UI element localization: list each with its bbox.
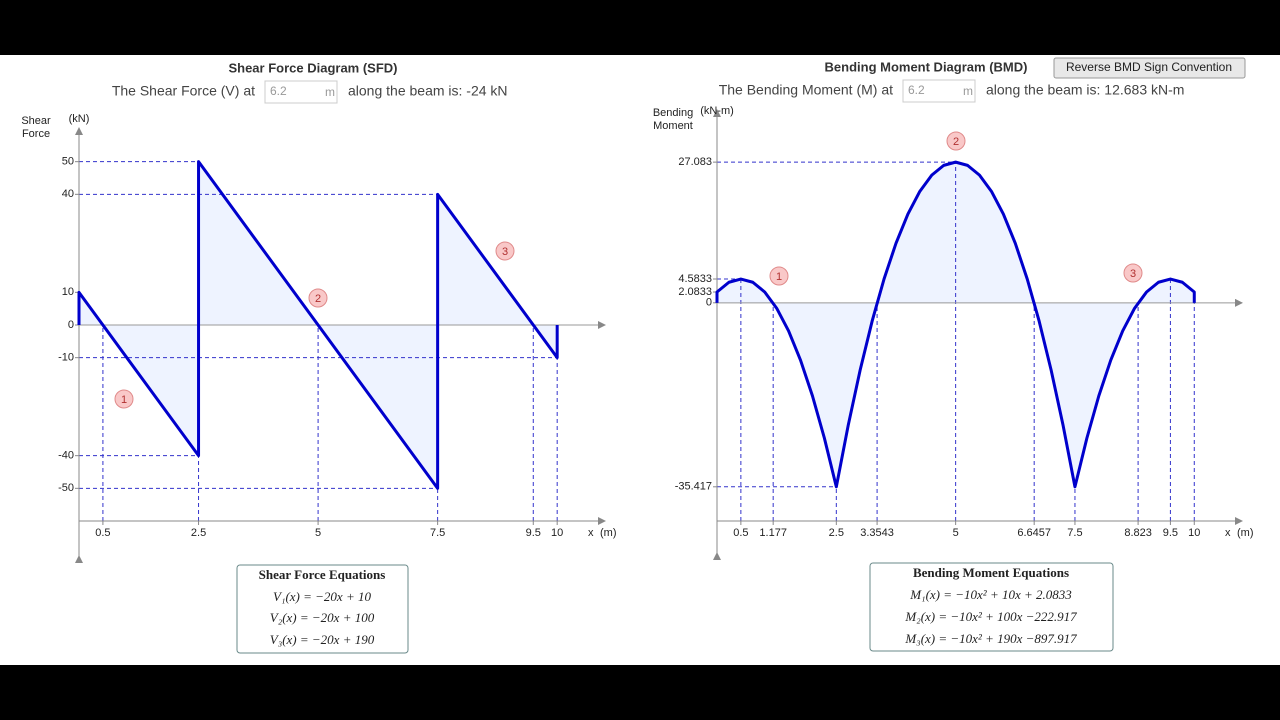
region-marker-label: 3 [502, 246, 508, 258]
equation: M₃(x) = −10x² + 190x −897.917 [904, 631, 1077, 646]
x-tick-label: 2.5 [191, 527, 206, 539]
area [717, 162, 1195, 487]
x-axis-label: x [1225, 527, 1231, 539]
x-axis-unit: (m) [1237, 527, 1254, 539]
x-axis-unit: (m) [600, 527, 617, 539]
region-marker-label: 3 [1130, 268, 1136, 280]
query-result: along the beam is: -24 kN [348, 83, 508, 99]
diagram-line [715, 160, 1196, 489]
x-tick-label: 1.177 [759, 527, 787, 539]
equations-title: Bending Moment Equations [913, 565, 1069, 580]
x-tick-label: 0.5 [95, 527, 110, 539]
x-tick-label: 0.5 [733, 527, 748, 539]
equations-title: Shear Force Equations [259, 567, 386, 582]
equation: V₁(x) = −20x + 10 [273, 589, 371, 604]
region-marker [769, 266, 789, 286]
x-tick-label: 9.5 [1163, 527, 1178, 539]
region-marker [308, 288, 328, 308]
y-axis-label: Bending [653, 107, 693, 119]
region-marker-label: 2 [953, 136, 959, 148]
position-input[interactable] [902, 79, 976, 103]
x-tick-label: 9.5 [526, 527, 541, 539]
region-marker [946, 131, 966, 151]
y-axis-label: Shear [21, 115, 51, 127]
region-marker [1123, 263, 1143, 283]
input-unit: m [963, 84, 973, 98]
input-value: 6.2 [908, 83, 925, 97]
reverse-button[interactable] [1053, 57, 1246, 79]
y-tick-label: 50 [62, 156, 74, 168]
diagram-line [77, 160, 559, 490]
y-tick-label: 2.0833 [678, 286, 712, 298]
query-prefix: The Bending Moment (M) at [719, 82, 893, 98]
y-axis-unit: (kN) [69, 113, 90, 125]
equation-box [236, 564, 409, 654]
y-tick-label: 0 [706, 297, 712, 309]
y-tick-label: 4.5833 [678, 273, 712, 285]
y-tick-label: 27.083 [678, 156, 712, 168]
x-tick-label: 10 [1188, 527, 1200, 539]
x-tick-label: 10 [551, 527, 563, 539]
x-tick-label: 8.823 [1124, 527, 1152, 539]
region-marker-label: 2 [315, 293, 321, 305]
x-tick-label: 6.6457 [1017, 527, 1051, 539]
y-tick-label: 10 [62, 286, 74, 298]
region-marker-label: 1 [776, 271, 782, 283]
y-tick-label: -40 [58, 450, 74, 462]
y-tick-label: -10 [58, 352, 74, 364]
region-marker [495, 241, 515, 261]
bmd-title: Bending Moment Diagram (BMD) [825, 59, 1028, 74]
y-tick-label: -50 [58, 482, 74, 494]
x-tick-label: 7.5 [1067, 527, 1082, 539]
equation: M₂(x) = −10x² + 100x −222.917 [904, 609, 1077, 624]
x-tick-label: 3.3543 [860, 527, 894, 539]
y-axis-unit: (kN-m) [700, 105, 734, 117]
sfd-title: Shear Force Diagram (SFD) [228, 60, 397, 75]
position-input[interactable] [264, 80, 338, 104]
button-label: Reverse BMD Sign Convention [1066, 60, 1232, 74]
x-tick-label: 7.5 [430, 527, 445, 539]
equation: V₃(x) = −20x + 190 [270, 632, 375, 647]
y-axis-label: Force [22, 128, 50, 140]
x-tick-label: 5 [315, 527, 321, 539]
query-prefix: The Shear Force (V) at [112, 83, 255, 99]
query-result: along the beam is: 12.683 kN-m [986, 82, 1184, 98]
region-marker-label: 1 [121, 394, 127, 406]
x-axis-label: x [588, 527, 594, 539]
y-tick-label: -35.417 [675, 481, 712, 493]
region-marker [114, 389, 134, 409]
equation-box [869, 562, 1114, 652]
input-value: 6.2 [270, 84, 287, 98]
y-axis-label: Moment [653, 120, 693, 132]
y-tick-label: 40 [62, 188, 74, 200]
equation: M₁(x) = −10x² + 10x + 2.0833 [909, 587, 1072, 602]
y-tick-label: 0 [68, 319, 74, 331]
input-unit: m [325, 85, 335, 99]
x-tick-label: 5 [953, 527, 959, 539]
equation: V₂(x) = −20x + 100 [270, 610, 375, 625]
x-tick-label: 2.5 [829, 527, 844, 539]
